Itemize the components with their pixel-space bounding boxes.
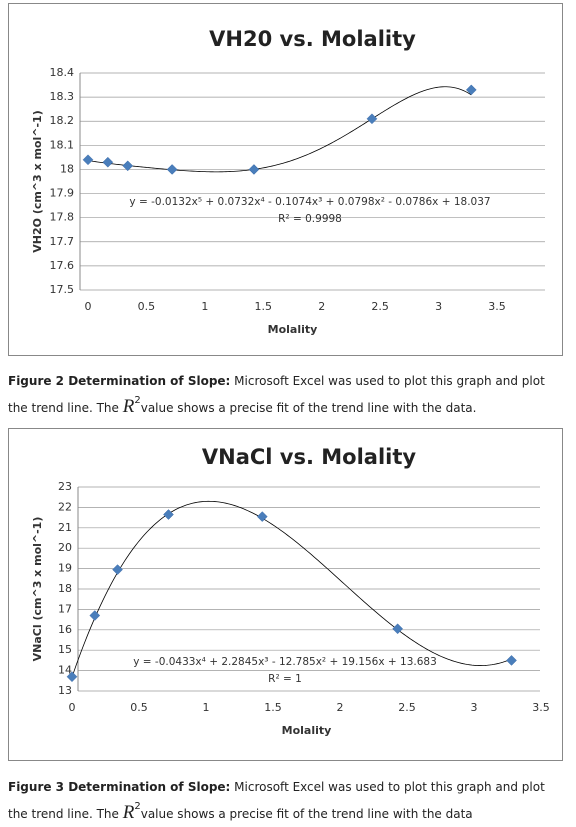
x-tick-label: 1.5	[255, 300, 273, 313]
y-tick-label: 17.8	[50, 211, 75, 224]
y-tick-label: 18	[58, 582, 72, 595]
x-tick-label: 3.5	[488, 300, 506, 313]
x-tick-label: 0	[69, 701, 76, 714]
caption-text: Microsoft Excel was used to plot this gr…	[8, 780, 545, 821]
x-tick-label: 3	[471, 701, 478, 714]
y-tick-label: 18.4	[50, 66, 75, 79]
data-point	[392, 623, 403, 635]
data-point	[102, 156, 114, 168]
y-tick-label: 17.5	[50, 283, 75, 296]
caption-label: Figure 3 Determination of Slope:	[8, 780, 231, 794]
y-tick-label: 18.1	[50, 138, 75, 151]
y-tick-label: 23	[58, 480, 72, 493]
r-squared: R² = 1	[268, 673, 302, 685]
y-tick-label: 16	[58, 623, 72, 636]
trendline	[71, 500, 512, 678]
y-tick-label: 18.2	[50, 114, 75, 127]
data-point	[112, 564, 123, 575]
y-axis-title: VNaCl (cm^3 x mol^-1)	[31, 517, 44, 662]
chart-title: VNaCl vs. Molality	[202, 445, 417, 469]
y-tick-label: 18.3	[50, 90, 75, 103]
y-tick-label: 18	[60, 162, 74, 175]
x-tick-label: 2	[337, 701, 344, 714]
y-tick-label: 20	[58, 541, 72, 554]
x-tick-label: 2.5	[398, 701, 416, 714]
y-tick-label: 22	[58, 500, 72, 513]
data-point	[163, 509, 174, 520]
caption-symbol: R	[122, 802, 135, 823]
x-tick-label: 2	[318, 300, 325, 313]
trendline-equation: y = -0.0433x⁴ + 2.2845x³ - 12.785x² + 19…	[133, 656, 437, 668]
x-tick-label: 1	[203, 701, 210, 714]
y-tick-label: 17	[58, 602, 72, 615]
data-point	[82, 154, 94, 166]
data-point	[122, 160, 134, 172]
x-tick-label: 0.5	[138, 300, 156, 313]
data-point	[465, 84, 477, 96]
x-tick-label: 0	[85, 300, 92, 313]
caption-text: Microsoft Excel was used to plot this gr…	[8, 374, 545, 415]
x-tick-label: 0.5	[130, 701, 148, 714]
r-squared: R² = 0.9998	[278, 213, 342, 225]
x-axis-title: Molality	[268, 323, 318, 336]
data-point	[248, 164, 260, 175]
data-point	[89, 610, 101, 621]
caption-symbol: R	[122, 396, 135, 417]
caption-superscript: 2	[134, 395, 141, 406]
data-point	[66, 671, 78, 683]
data-point	[506, 655, 517, 666]
y-tick-label: 17.9	[50, 187, 75, 200]
x-tick-label: 3	[435, 300, 442, 313]
caption-superscript: 2	[134, 801, 141, 812]
data-point	[366, 113, 378, 125]
chart-frame	[8, 428, 563, 761]
caption-text: value shows a precise fit of the trend l…	[140, 807, 473, 821]
caption: Figure 3 Determination of Slope: Microso…	[8, 777, 568, 824]
y-tick-label: 21	[58, 521, 72, 534]
caption-label: Figure 2 Determination of Slope:	[8, 374, 231, 388]
y-axis-title: VH2O (cm^3 x mol^-1)	[31, 110, 44, 252]
x-tick-label: 2.5	[371, 300, 389, 313]
x-tick-label: 1	[201, 300, 208, 313]
trendline-equation: y = -0.0132x⁵ + 0.0732x⁴ - 0.1074x³ + 0.…	[129, 196, 490, 208]
caption-text: value shows a precise fit of the trend l…	[140, 401, 477, 415]
y-tick-label: 19	[58, 562, 72, 575]
data-point	[166, 164, 178, 175]
y-tick-label: 13	[58, 684, 72, 697]
x-tick-label: 1.5	[264, 701, 282, 714]
trendline	[87, 86, 472, 173]
y-tick-label: 17.6	[50, 259, 75, 272]
chart-title: VH20 vs. Molality	[209, 27, 416, 51]
y-tick-label: 17.7	[50, 235, 75, 248]
chart-frame	[8, 3, 563, 356]
data-point	[256, 511, 268, 522]
x-axis-title: Molality	[282, 724, 332, 737]
y-tick-label: 15	[58, 643, 72, 656]
x-tick-label: 3.5	[532, 701, 550, 714]
caption: Figure 2 Determination of Slope: Microso…	[8, 371, 568, 418]
y-tick-label: 14	[58, 664, 72, 677]
